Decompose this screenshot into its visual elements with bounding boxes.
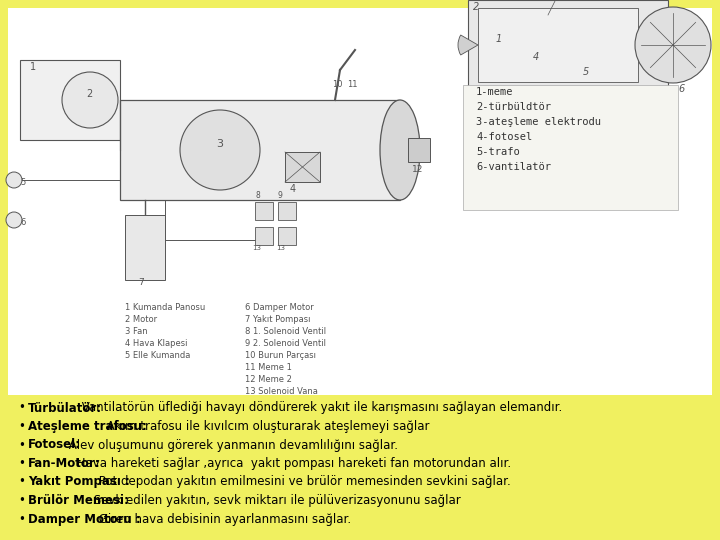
Circle shape [6,172,22,188]
Text: •: • [18,494,25,507]
Bar [278,227,296,245]
Text: 4: 4 [290,184,296,194]
Circle shape [62,72,118,128]
Text: 10: 10 [332,80,343,89]
Circle shape [635,7,711,83]
Text: 5 Elle Kumanda: 5 Elle Kumanda [125,351,190,360]
Text: 12 Meme 2: 12 Meme 2 [245,375,292,384]
Wedge shape [458,35,478,55]
Text: 6 Damper Motor: 6 Damper Motor [245,303,314,312]
Text: 11: 11 [347,80,358,89]
Text: Akım trafosu ile kıvılcım oluşturarak ateşlemeyi sağlar: Akım trafosu ile kıvılcım oluşturarak at… [104,420,430,433]
Bar [8,8,712,395]
Text: 3: 3 [216,139,223,149]
Text: •: • [18,512,25,525]
Text: Alev oluşumunu görerek yanmanın devamlılığını sağlar.: Alev oluşumunu görerek yanmanın devamlıl… [65,438,397,451]
Text: Fan-Motor:: Fan-Motor: [28,457,101,470]
Text: 6-vantilatör: 6-vantilatör [476,162,551,172]
Text: 5-trafo: 5-trafo [476,147,520,157]
Circle shape [180,110,260,190]
Text: 2: 2 [86,89,92,99]
Text: 2-türbüldtör: 2-türbüldtör [476,102,551,112]
Text: 4 Hava Klapesi: 4 Hava Klapesi [125,339,187,348]
Text: 1: 1 [30,62,36,72]
Text: Vantilatörün üflediği havayı döndürerek yakıt ile karışmasını sağlayan elemandır: Vantilatörün üflediği havayı döndürerek … [78,402,562,415]
Text: 5: 5 [20,178,25,187]
Bar [285,152,320,182]
Text: 6: 6 [678,84,684,94]
Bar [478,8,638,82]
Bar [468,0,668,90]
Text: 13: 13 [276,245,285,251]
Text: Türbülatör:: Türbülatör: [28,402,102,415]
Bar [255,202,273,220]
Text: 8 1. Solenoid Ventil: 8 1. Solenoid Ventil [245,327,326,336]
Text: 1: 1 [496,34,503,44]
Text: Sevk edilen yakıtın, sevk miktarı ile pülüverizasyonunu sağlar: Sevk edilen yakıtın, sevk miktarı ile pü… [91,494,462,507]
Text: 13 Solenoid Vana: 13 Solenoid Vana [245,387,318,396]
Text: 6: 6 [20,218,25,227]
Bar [463,85,678,210]
Text: 9: 9 [278,191,283,200]
Text: Giren hava debisinin ayarlanmasını sağlar.: Giren hava debisinin ayarlanmasını sağla… [95,512,351,525]
Text: Damper Motoru :: Damper Motoru : [28,512,140,525]
Text: 2 Motor: 2 Motor [125,315,157,324]
Bar [120,100,400,200]
Circle shape [6,212,22,228]
Text: Pot depodan yakıtın emilmesini ve brülör memesinden sevkini sağlar.: Pot depodan yakıtın emilmesini ve brülör… [95,476,510,489]
Text: •: • [18,402,25,415]
Text: 7 Yakıt Pompası: 7 Yakıt Pompası [245,315,310,324]
Text: Fotosel:: Fotosel: [28,438,81,451]
Bar [408,138,430,162]
Bar [255,227,273,245]
Bar [125,215,165,280]
Text: Ateşleme trafosu:: Ateşleme trafosu: [28,420,147,433]
Text: 10 Burun Parçası: 10 Burun Parçası [245,351,316,360]
Text: •: • [18,438,25,451]
Text: 11 Meme 1: 11 Meme 1 [245,363,292,372]
Text: 9 2. Solenoid Ventil: 9 2. Solenoid Ventil [245,339,326,348]
Text: Brülör Memesi:: Brülör Memesi: [28,494,129,507]
Ellipse shape [380,100,420,200]
Text: 1 Kumanda Panosu: 1 Kumanda Panosu [125,303,205,312]
Text: 4: 4 [533,52,539,62]
Text: 5: 5 [583,67,589,77]
Text: Hava hareketi sağlar ,ayrıca  yakıt pompası hareketi fan motorundan alır.: Hava hareketi sağlar ,ayrıca yakıt pompa… [73,457,511,470]
Text: 2: 2 [473,2,480,12]
Text: •: • [18,420,25,433]
Text: 12: 12 [412,165,423,174]
Bar [20,60,120,140]
Text: 3-ateşleme elektrodu: 3-ateşleme elektrodu [476,117,601,127]
Text: 7: 7 [138,278,144,287]
Text: 4-fotosel: 4-fotosel [476,132,532,142]
Text: 13: 13 [252,245,261,251]
Text: 1-meme: 1-meme [476,87,513,97]
Text: •: • [18,476,25,489]
Text: 8: 8 [255,191,260,200]
Text: 3 Fan: 3 Fan [125,327,148,336]
Text: •: • [18,457,25,470]
Bar [278,202,296,220]
Text: Yakıt Pompası :: Yakıt Pompası : [28,476,130,489]
